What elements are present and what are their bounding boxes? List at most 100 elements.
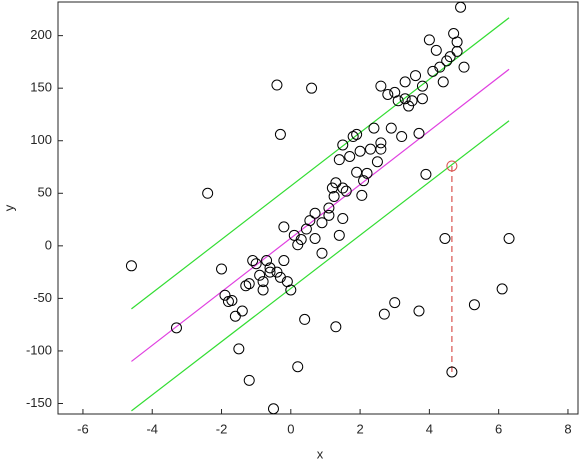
point [219,289,231,301]
point [413,127,425,139]
point [389,297,401,309]
point [434,61,446,73]
point [340,185,352,197]
point [264,266,276,278]
point [304,215,316,227]
point [416,93,428,105]
point [337,139,349,151]
x-tick-label: 0 [287,421,294,436]
point [354,145,366,157]
point [316,247,328,259]
point [439,232,451,244]
point [330,177,342,189]
point [444,51,456,63]
point [378,308,390,320]
x-tick-label: -4 [146,421,158,436]
point [328,190,340,202]
point [295,234,307,246]
point [333,154,345,166]
point [292,361,304,373]
x-tick-label: -2 [216,421,228,436]
point [356,189,368,201]
y-tick-label: -150 [26,395,52,410]
y-tick-label: 100 [30,132,52,147]
point [371,156,383,168]
point [451,45,463,57]
point [316,217,328,229]
point [413,305,425,317]
y-tick-label: 0 [45,237,52,252]
point [170,322,182,334]
point [236,305,248,317]
point [337,182,349,194]
point [274,128,286,140]
y-tick-label: 50 [38,185,52,200]
point [430,44,442,56]
point [446,366,458,378]
point [375,143,387,155]
point [309,232,321,244]
point [247,255,259,267]
point [323,202,335,214]
fit-line [131,120,510,412]
point [382,88,394,100]
point [271,79,283,91]
point [446,160,458,172]
x-tick-label: 4 [426,421,433,436]
point [503,232,515,244]
point [368,122,380,134]
point [202,187,214,199]
point [330,321,342,333]
point [344,151,356,162]
y-tick-label: -100 [26,342,52,357]
point [410,70,422,82]
point [285,284,297,296]
point [233,343,245,355]
point [337,213,349,225]
point [458,61,470,73]
plot-frame [57,1,579,415]
y-tick-label: 150 [30,80,52,95]
y-tick-label: -50 [33,290,52,305]
point [226,294,238,306]
point [441,55,453,67]
point [423,34,435,46]
x-axis-label: x [317,446,324,461]
fit-line [131,68,510,362]
point [361,167,373,179]
point [257,276,269,288]
point [243,278,255,290]
point [309,207,321,219]
point [250,258,262,270]
point [496,283,508,295]
point [243,374,255,386]
point [216,263,228,275]
point [358,175,370,187]
point [125,260,137,272]
point [396,131,408,143]
point [375,80,387,92]
point [399,76,411,88]
point [323,209,335,221]
point [257,284,269,296]
point [451,36,463,48]
x-tick-label: -6 [77,421,89,436]
point [375,137,387,149]
point [399,93,411,105]
y-tick-label: 200 [30,27,52,42]
point [406,95,418,107]
point [437,76,449,88]
point [351,128,363,140]
point [229,310,241,322]
point [455,1,467,13]
x-tick-label: 6 [495,421,502,436]
point [261,255,273,267]
x-tick-label: 8 [564,421,571,436]
point [385,122,397,134]
point [254,269,266,281]
point [278,255,290,267]
y-axis-label: y [1,204,16,211]
point [299,313,311,325]
point [420,168,432,180]
